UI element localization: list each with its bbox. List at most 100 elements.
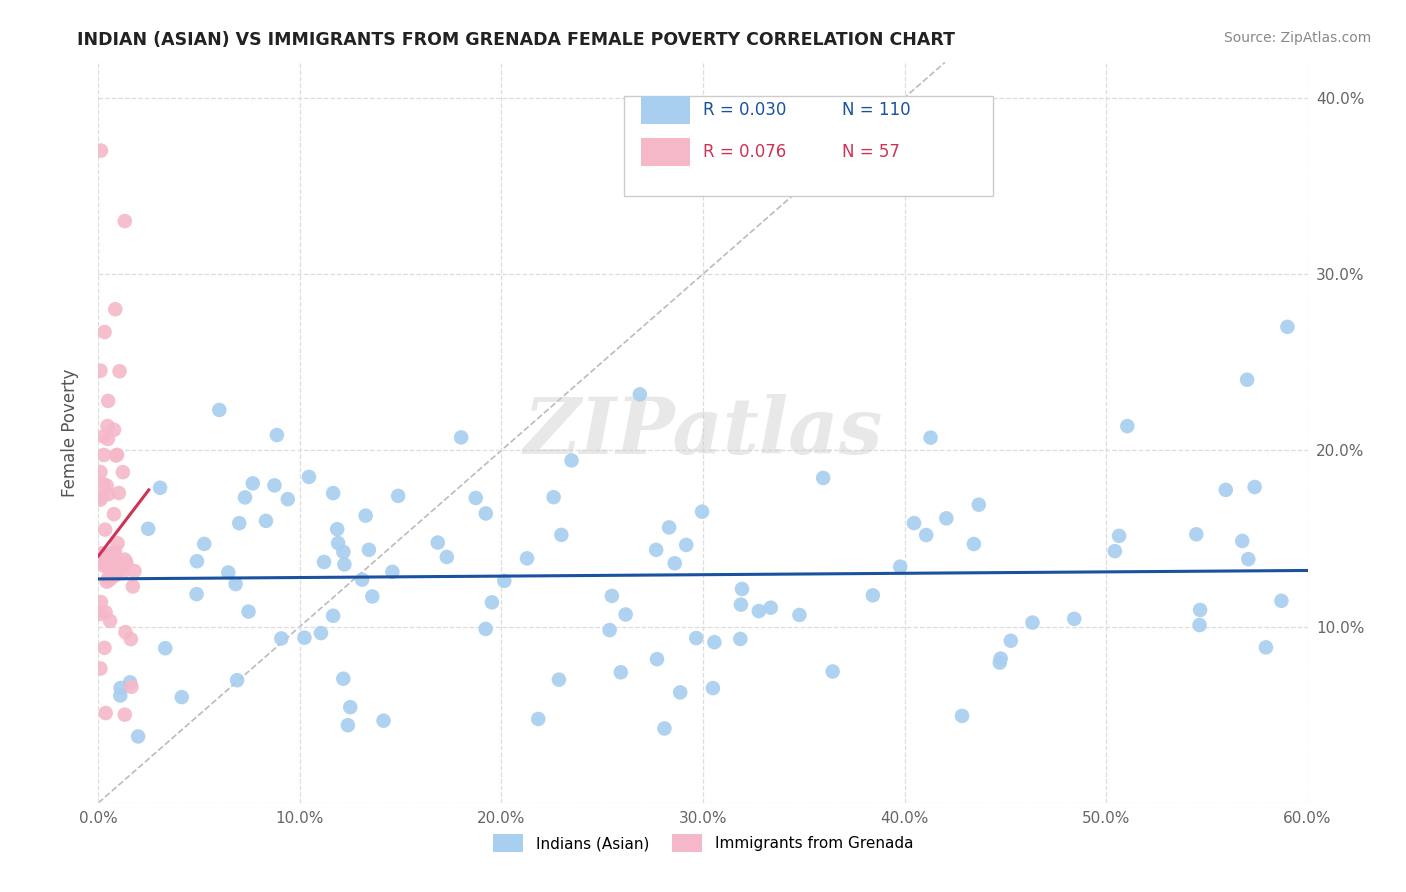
Point xyxy=(94,523,117,537)
Point xyxy=(1189,603,1212,617)
Point xyxy=(1185,527,1208,541)
Point xyxy=(101,557,124,571)
Point xyxy=(97,487,120,501)
Point xyxy=(94,605,117,619)
Point xyxy=(96,419,118,434)
Point xyxy=(115,556,138,570)
Point xyxy=(730,632,752,646)
Point xyxy=(436,549,458,564)
Point xyxy=(1021,615,1043,630)
Point xyxy=(103,545,125,559)
Point xyxy=(1243,480,1265,494)
Point xyxy=(474,622,496,636)
Point xyxy=(654,722,676,736)
Point xyxy=(89,364,111,378)
Point xyxy=(494,574,516,588)
Point xyxy=(599,623,621,637)
Point xyxy=(111,566,134,580)
Point xyxy=(90,144,112,158)
Point xyxy=(118,675,141,690)
Point xyxy=(821,665,844,679)
Point xyxy=(217,566,239,580)
Point xyxy=(127,730,149,744)
FancyBboxPatch shape xyxy=(624,95,993,195)
Point xyxy=(730,598,752,612)
Point xyxy=(322,486,344,500)
Point xyxy=(1236,373,1258,387)
Point xyxy=(1116,419,1139,434)
Point xyxy=(90,595,112,609)
Point xyxy=(226,673,249,688)
Point xyxy=(89,607,111,621)
Point xyxy=(450,430,472,444)
Point xyxy=(915,528,938,542)
Point xyxy=(610,665,633,680)
Point xyxy=(93,448,115,462)
Point xyxy=(903,516,925,530)
Point xyxy=(1215,483,1237,497)
Point xyxy=(94,706,117,720)
Point xyxy=(326,536,349,550)
Point xyxy=(107,536,129,550)
Point xyxy=(90,546,112,560)
FancyBboxPatch shape xyxy=(641,138,690,166)
Text: R = 0.076: R = 0.076 xyxy=(703,143,786,161)
Point xyxy=(1270,594,1292,608)
Point xyxy=(97,572,120,586)
Point xyxy=(89,661,111,675)
Point xyxy=(332,545,354,559)
Point xyxy=(645,652,668,666)
Point xyxy=(263,478,285,492)
Text: N = 57: N = 57 xyxy=(842,143,900,161)
Point xyxy=(155,641,177,656)
Point xyxy=(862,588,884,602)
Point xyxy=(93,429,115,443)
Point xyxy=(990,651,1012,665)
Point xyxy=(703,635,725,649)
Point xyxy=(91,490,114,504)
Point xyxy=(614,607,637,622)
Point xyxy=(121,580,143,594)
Point xyxy=(309,626,332,640)
Point xyxy=(690,505,713,519)
Point xyxy=(277,492,299,507)
Point xyxy=(298,470,321,484)
Point xyxy=(110,681,132,695)
Text: INDIAN (ASIAN) VS IMMIGRANTS FROM GRENADA FEMALE POVERTY CORRELATION CHART: INDIAN (ASIAN) VS IMMIGRANTS FROM GRENAD… xyxy=(77,31,955,49)
Legend: Indians (Asian), Immigrants from Grenada: Indians (Asian), Immigrants from Grenada xyxy=(486,829,920,858)
Point xyxy=(645,542,668,557)
Point xyxy=(225,577,247,591)
Point xyxy=(93,558,115,573)
Point xyxy=(1254,640,1277,655)
Point xyxy=(1277,319,1299,334)
Point xyxy=(89,492,111,507)
Point xyxy=(702,681,724,695)
Point xyxy=(675,538,697,552)
Point xyxy=(93,640,115,655)
Point xyxy=(1104,544,1126,558)
Point xyxy=(336,718,359,732)
Point xyxy=(97,432,120,446)
Point xyxy=(361,590,384,604)
Point xyxy=(426,535,449,549)
Text: R = 0.030: R = 0.030 xyxy=(703,101,786,119)
Point xyxy=(685,631,707,645)
Point xyxy=(96,478,118,492)
Point xyxy=(103,507,125,521)
Point xyxy=(988,656,1011,670)
Point xyxy=(193,537,215,551)
Point xyxy=(104,545,127,559)
Point xyxy=(294,631,316,645)
Point xyxy=(186,554,208,568)
Point xyxy=(920,431,942,445)
Point xyxy=(1063,612,1085,626)
Point xyxy=(357,542,380,557)
Point xyxy=(103,569,125,583)
Point xyxy=(108,486,131,500)
Text: N = 110: N = 110 xyxy=(842,101,911,119)
Point xyxy=(1108,529,1130,543)
Point xyxy=(93,325,115,339)
Point xyxy=(114,552,136,566)
Point xyxy=(475,507,498,521)
Point xyxy=(387,489,409,503)
